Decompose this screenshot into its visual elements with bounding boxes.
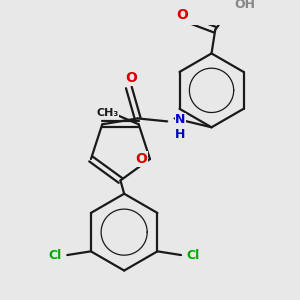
Text: N
H: N H xyxy=(175,113,186,141)
Text: Cl: Cl xyxy=(186,248,200,262)
Text: O: O xyxy=(125,71,137,85)
Text: O: O xyxy=(176,8,188,22)
Text: OH: OH xyxy=(234,0,255,11)
Text: CH₃: CH₃ xyxy=(97,107,119,118)
Text: Cl: Cl xyxy=(49,248,62,262)
Text: O: O xyxy=(135,152,147,166)
